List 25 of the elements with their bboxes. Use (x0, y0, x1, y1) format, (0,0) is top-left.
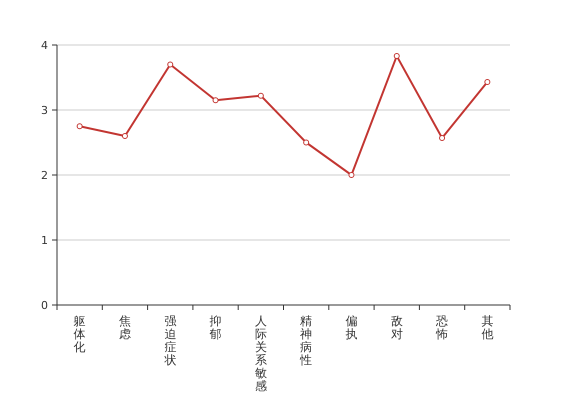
x-tick-label: 恐怖 (435, 314, 448, 341)
point (122, 133, 128, 139)
x-tick-label: 强迫症状 (163, 314, 176, 367)
point (258, 92, 264, 99)
x-tick-label: 抑郁 (210, 314, 222, 341)
x-tick-label: 人际关系敏感 (254, 314, 267, 393)
point (76, 123, 83, 130)
x-tick-label: 其他 (481, 314, 494, 341)
point (484, 79, 490, 86)
point (167, 62, 174, 68)
x-tick-label: 焦虑 (118, 314, 131, 341)
x-tick-label: 敌对 (390, 314, 403, 341)
y-tick-label: 3 (41, 104, 48, 117)
point (212, 97, 219, 104)
y-tick-label: 2 (41, 169, 48, 182)
x-tick-label: 偏执 (345, 314, 358, 341)
point (394, 53, 400, 60)
point (439, 134, 446, 141)
y-tick-label: 0 (41, 299, 48, 312)
point (348, 172, 354, 178)
y-tick-label: 4 (41, 39, 48, 52)
point (303, 140, 310, 146)
x-tick-label: 精神病性 (299, 314, 312, 367)
x-tick-label: 躯体化 (74, 314, 86, 354)
y-tick-label: 1 (41, 234, 48, 247)
